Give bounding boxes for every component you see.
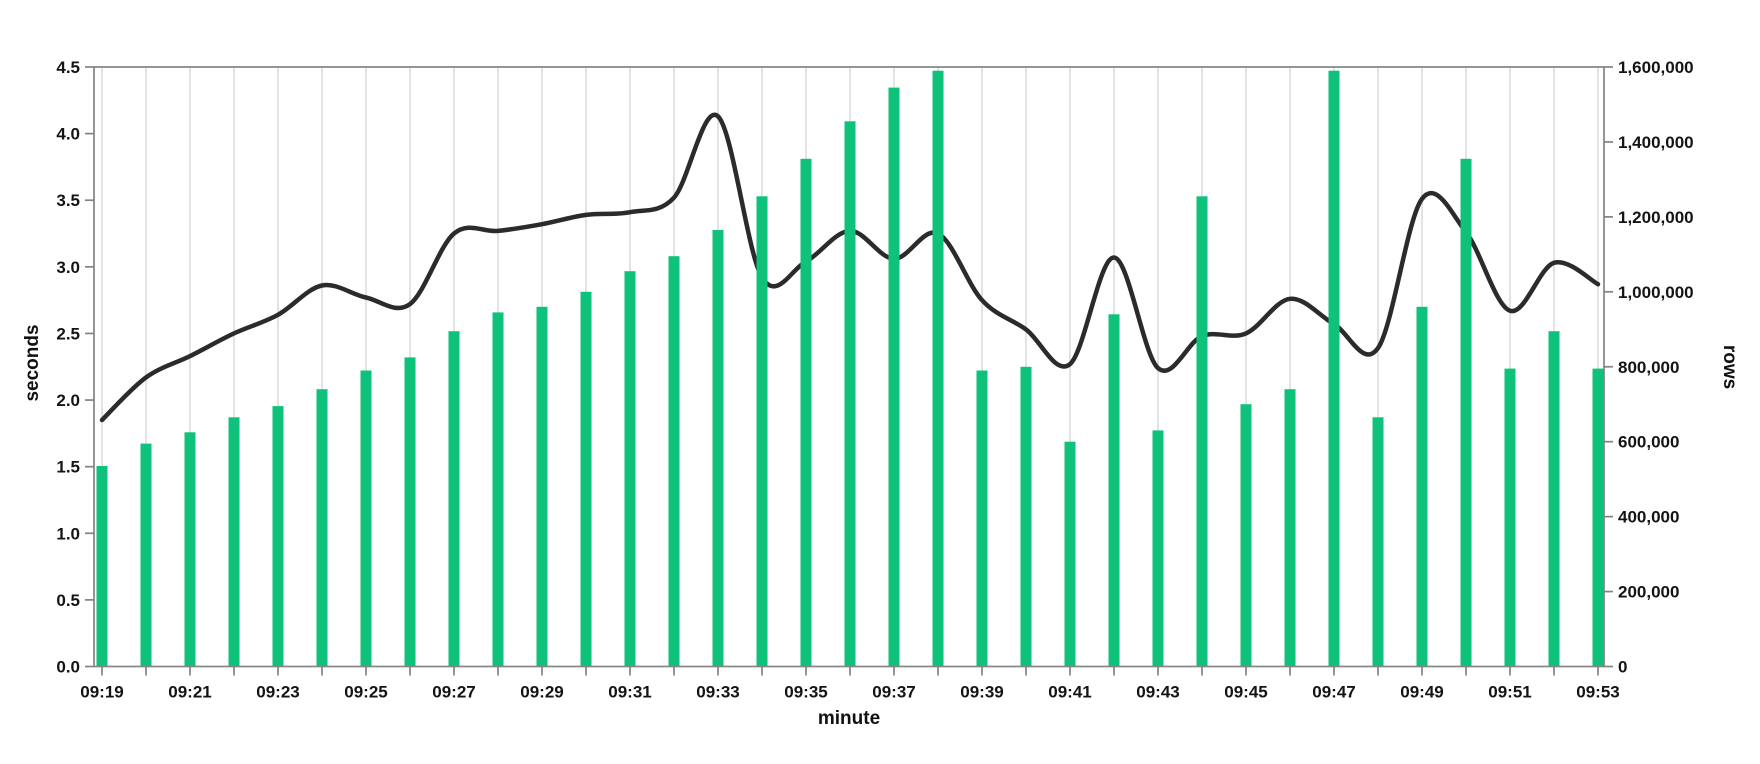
x-tick-label: 09:31 <box>608 683 651 702</box>
rows-bar <box>1064 441 1076 667</box>
x-tick-label: 09:53 <box>1576 683 1619 702</box>
right-tick-label: 1,200,000 <box>1618 208 1694 227</box>
x-tick-label: 09:23 <box>256 683 299 702</box>
rows-bar <box>976 370 988 667</box>
rows-bar <box>184 432 196 667</box>
rows-bar <box>712 230 724 667</box>
rows-bar <box>800 158 812 667</box>
rows-bar <box>96 466 108 667</box>
x-tick-label: 09:35 <box>784 683 827 702</box>
x-tick-label: 09:25 <box>344 683 387 702</box>
x-tick-label: 09:33 <box>696 683 739 702</box>
rows-bar <box>448 331 460 667</box>
right-axis-title: rows <box>1719 344 1740 390</box>
rows-bar <box>1416 306 1428 667</box>
x-tick-label: 09:27 <box>432 683 475 702</box>
rows-bar <box>668 256 680 667</box>
rows-bar <box>272 406 284 667</box>
left-tick-label: 1.0 <box>56 524 80 543</box>
rows-bar <box>536 306 548 667</box>
rows-bar <box>1328 70 1340 667</box>
rows-bar <box>844 121 856 667</box>
left-tick-label: 3.5 <box>56 191 80 210</box>
rows-bar <box>360 370 372 667</box>
right-tick-label: 1,000,000 <box>1618 283 1694 302</box>
rows-bar <box>492 312 504 667</box>
left-tick-label: 2.5 <box>56 324 80 343</box>
rows-bar <box>316 389 328 667</box>
rows-bar <box>624 271 636 667</box>
rows-bar <box>1108 314 1120 667</box>
left-tick-label: 4.5 <box>56 58 80 77</box>
x-tick-label: 09:41 <box>1048 683 1091 702</box>
x-tick-label: 09:43 <box>1136 683 1179 702</box>
rows-bar <box>404 357 416 667</box>
left-axis-title: seconds <box>22 324 43 402</box>
rows-bar <box>140 443 152 667</box>
right-tick-label: 400,000 <box>1618 508 1679 527</box>
rows-bar <box>1504 368 1516 667</box>
left-tick-label: 0.5 <box>56 591 80 610</box>
rows-bar <box>1548 331 1560 667</box>
rows-bar <box>756 196 768 667</box>
right-tick-label: 0 <box>1618 658 1627 677</box>
x-tick-label: 09:49 <box>1400 683 1443 702</box>
rows-bar <box>1152 430 1164 667</box>
rows-bar <box>1196 196 1208 667</box>
x-tick-label: 09:47 <box>1312 683 1355 702</box>
rows-bar <box>580 291 592 667</box>
x-tick-label: 09:21 <box>168 683 211 702</box>
x-tick-label: 09:19 <box>80 683 123 702</box>
rows-bar <box>888 87 900 667</box>
rows-bar <box>228 417 240 667</box>
left-tick-label: 0.0 <box>56 658 80 677</box>
rows-bar <box>932 70 944 667</box>
x-tick-label: 09:45 <box>1224 683 1267 702</box>
rows-bar <box>1020 366 1032 667</box>
right-tick-label: 600,000 <box>1618 433 1679 452</box>
x-tick-label: 09:29 <box>520 683 563 702</box>
rows-bar <box>1240 404 1252 667</box>
right-tick-label: 800,000 <box>1618 358 1679 377</box>
x-tick-label: 09:39 <box>960 683 1003 702</box>
left-tick-label: 3.0 <box>56 258 80 277</box>
left-tick-label: 1.5 <box>56 458 80 477</box>
rows-bar <box>1592 368 1604 667</box>
x-axis-title: minute <box>817 708 881 729</box>
right-tick-label: 1,400,000 <box>1618 133 1694 152</box>
rows-bar <box>1460 158 1472 667</box>
x-tick-label: 09:37 <box>872 683 915 702</box>
right-tick-label: 1,600,000 <box>1618 58 1694 77</box>
x-tick-label: 09:51 <box>1488 683 1531 702</box>
rows-bar <box>1284 389 1296 667</box>
left-tick-label: 4.0 <box>56 125 80 144</box>
rows-bar <box>1372 417 1384 667</box>
right-tick-label: 200,000 <box>1618 583 1679 602</box>
seconds-line <box>99 112 1601 423</box>
left-tick-label: 2.0 <box>56 391 80 410</box>
